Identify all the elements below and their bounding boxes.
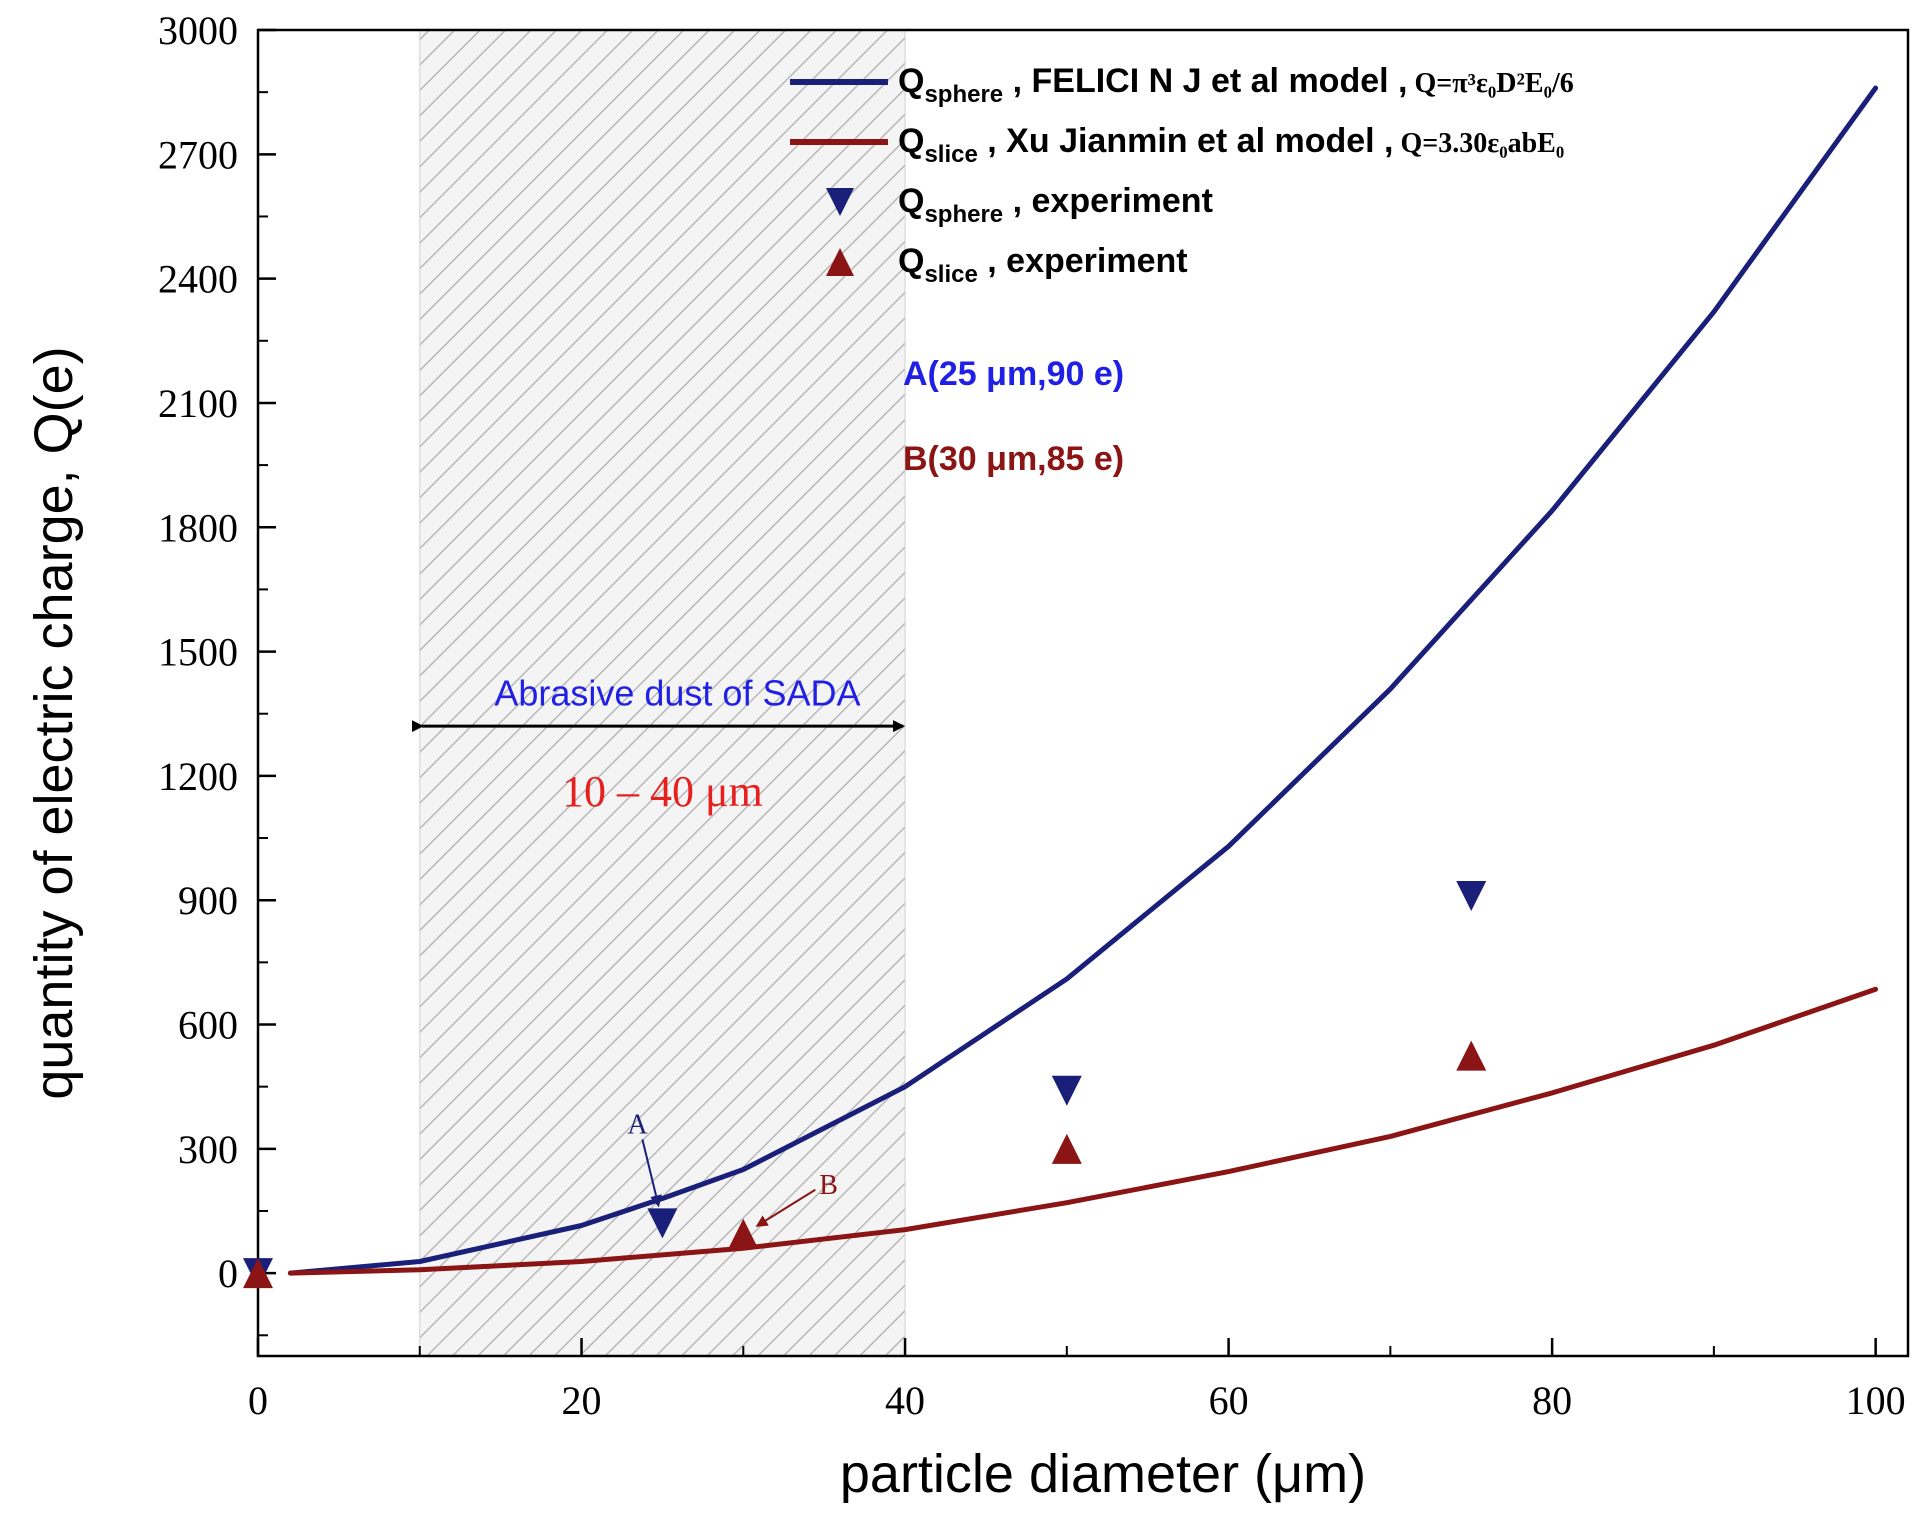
legend-label: Qslice , experiment bbox=[898, 242, 1188, 288]
annotation-a-text: A(25 μm,90 e) bbox=[903, 355, 1124, 393]
series-markers bbox=[243, 881, 1487, 1289]
x-tick-label: 100 bbox=[1846, 1378, 1906, 1423]
annotation-b-text: B(30 μm,85 e) bbox=[903, 440, 1124, 478]
y-tick-label: 300 bbox=[178, 1127, 238, 1172]
sphere-experiment-point bbox=[1456, 881, 1487, 912]
y-tick-label: 2100 bbox=[158, 381, 238, 426]
plot-frame bbox=[256, 28, 1910, 1358]
sphere-experiment-point bbox=[1051, 1075, 1082, 1106]
slice-experiment-point bbox=[243, 1258, 273, 1289]
legend-label: Qsphere , experiment bbox=[898, 182, 1213, 228]
point-b-arrow bbox=[755, 1188, 816, 1227]
y-tick-label: 600 bbox=[178, 1003, 238, 1048]
axis-ticks bbox=[256, 28, 1877, 1356]
x-tick-label: 80 bbox=[1532, 1378, 1572, 1423]
y-tick-label: 1800 bbox=[158, 505, 238, 550]
legend-label: Qsphere , FELICI N J et al model , Q=π³ε… bbox=[898, 62, 1574, 108]
point-b-label: B bbox=[819, 1170, 838, 1201]
y-tick-label: 2400 bbox=[158, 257, 238, 302]
x-tick-label: 20 bbox=[562, 1378, 602, 1423]
range-label: 10 – 40 μm bbox=[562, 767, 763, 816]
region-label: Abrasive dust of SADA bbox=[494, 673, 860, 714]
legend-marker-swatch bbox=[826, 188, 854, 216]
slice-experiment-point bbox=[728, 1218, 759, 1249]
y-tick-label: 1200 bbox=[158, 754, 238, 799]
point-a-label: A bbox=[627, 1109, 648, 1140]
x-tick-label: 60 bbox=[1209, 1378, 1249, 1423]
axis-tick-labels: 0 20 40 60 80 100 0 300 600 900 1200 1500 1800 2100 24… bbox=[158, 8, 1906, 1423]
y-tick-label: 2700 bbox=[158, 132, 238, 177]
y-tick-label: 0 bbox=[218, 1251, 238, 1296]
slice-experiment-point bbox=[1456, 1040, 1487, 1071]
y-tick-label: 900 bbox=[178, 878, 238, 923]
sphere-model-line bbox=[287, 85, 1879, 1276]
x-tick-label: 40 bbox=[885, 1378, 925, 1423]
slice-experiment-point bbox=[1051, 1133, 1082, 1164]
y-axis-label: quantity of electric charge, Q(e) bbox=[24, 346, 84, 1099]
y-tick-label: 3000 bbox=[158, 8, 238, 53]
x-axis-label: particle diameter (μm) bbox=[840, 1444, 1366, 1504]
legend: Qsphere , FELICI N J et al model , Q=π³ε… bbox=[790, 62, 1574, 288]
legend-label: Qslice , Xu Jianmin et al model , Q=3.30… bbox=[898, 122, 1564, 168]
sphere-experiment-point bbox=[647, 1208, 678, 1239]
y-tick-label: 1500 bbox=[158, 630, 238, 675]
x-tick-label: 0 bbox=[248, 1378, 268, 1423]
shaded-region bbox=[419, 29, 906, 1357]
legend-marker-swatch bbox=[826, 248, 854, 276]
slice-model-line bbox=[287, 986, 1879, 1276]
point-a-arrow bbox=[641, 1139, 662, 1208]
series-lines bbox=[287, 85, 1879, 1276]
